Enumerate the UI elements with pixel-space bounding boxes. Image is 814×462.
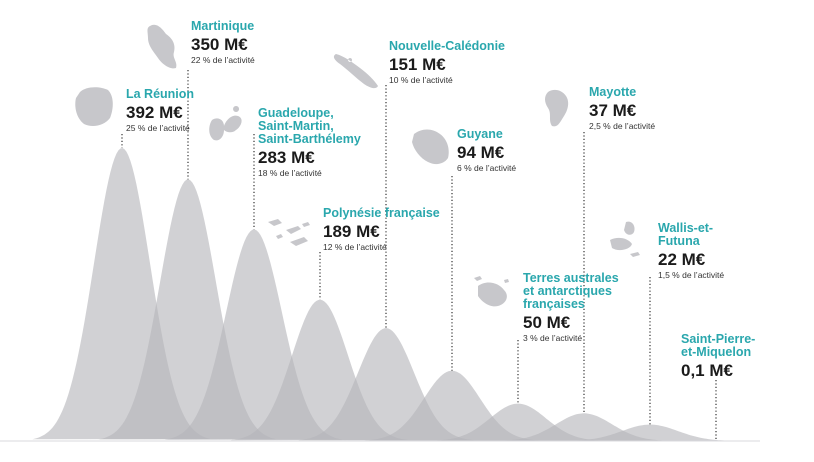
- territory-name: Martinique: [191, 19, 255, 33]
- territory-share: 10 % de l’activité: [389, 75, 453, 85]
- territory-share: 12 % de l’activité: [323, 242, 387, 252]
- territory-share: 6 % de l’activité: [457, 163, 517, 173]
- taaf-islands-icon: [474, 276, 509, 307]
- territory-name: La Réunion: [126, 87, 195, 101]
- label-reunion: La Réunion 392 M€ 25 % de l’activité: [126, 88, 194, 134]
- polynesia-islands-icon: [268, 219, 310, 246]
- wallis-futuna-islands-icon: [610, 221, 640, 257]
- territory-value: 189 M€: [323, 222, 380, 241]
- territory-value: 22 M€: [658, 250, 706, 269]
- guyane-map-icon: [412, 129, 449, 165]
- territory-name: Guyane: [457, 127, 503, 141]
- label-martinique: Martinique 350 M€ 22 % de l’activité: [191, 20, 255, 66]
- territory-name: Nouvelle-Calédonie: [389, 39, 505, 53]
- territory-share: 2,5 % de l’activité: [589, 121, 656, 131]
- territory-value: 50 M€: [523, 313, 571, 332]
- guadeloupe-island-icon: [209, 106, 242, 141]
- reunion-island-icon: [75, 87, 113, 126]
- label-caledonie: Nouvelle-Calédonie 151 M€ 10 % de l’acti…: [389, 40, 505, 86]
- territory-name: Saint-Pierre- et-Miquelon: [681, 332, 756, 359]
- label-guadeloupe: Guadeloupe, Saint-Martin, Saint-Barthéle…: [258, 107, 361, 179]
- territory-value: 350 M€: [191, 35, 248, 54]
- island-icons: [75, 24, 640, 307]
- label-polynesie: Polynésie française 189 M€ 12 % de l’act…: [323, 207, 440, 253]
- label-spm: Saint-Pierre- et-Miquelon 0,1 M€: [681, 332, 756, 381]
- territory-share: 22 % de l’activité: [191, 55, 255, 65]
- territory-name: Mayotte: [589, 85, 637, 99]
- territory-value: 151 M€: [389, 55, 446, 74]
- label-mayotte: Mayotte 37 M€ 2,5 % de l’activité: [589, 86, 655, 132]
- mayotte-island-icon: [545, 89, 569, 127]
- label-guyane: Guyane 94 M€ 6 % de l’activité: [457, 128, 516, 174]
- martinique-island-icon: [147, 24, 177, 69]
- territory-value: 37 M€: [589, 101, 637, 120]
- territory-name: Polynésie française: [323, 206, 440, 220]
- territory-value: 0,1 M€: [681, 361, 733, 380]
- territory-value: 283 M€: [258, 148, 315, 167]
- area-series: [32, 148, 739, 441]
- territory-share: 1,5 % de l’activité: [658, 270, 725, 280]
- territory-name: Wallis-et- Futuna: [658, 221, 714, 248]
- label-wallis: Wallis-et- Futuna 22 M€ 1,5 % de l’activ…: [658, 222, 724, 281]
- label-taaf: Terres australes et antarctiques françai…: [523, 272, 619, 344]
- territory-value: 392 M€: [126, 103, 183, 122]
- territory-value: 94 M€: [457, 143, 505, 162]
- territory-name: Guadeloupe, Saint-Martin, Saint-Barthéle…: [258, 106, 361, 146]
- territory-share: 3 % de l’activité: [523, 333, 583, 343]
- territory-name: Terres australes et antarctiques françai…: [523, 271, 619, 311]
- area-wallis: [560, 424, 739, 441]
- leader-lines: [121, 70, 717, 441]
- territory-share: 25 % de l’activité: [126, 123, 190, 133]
- new-caledonia-island-icon: [333, 54, 378, 89]
- territory-share: 18 % de l’activité: [258, 168, 322, 178]
